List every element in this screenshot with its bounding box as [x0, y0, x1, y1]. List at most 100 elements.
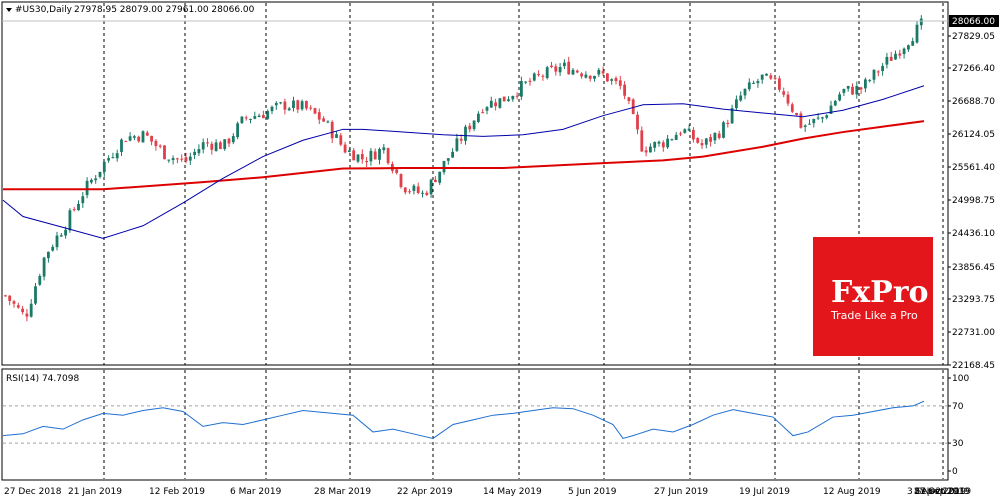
candle-body [722, 122, 725, 138]
price-tick-label: 25561.40 [952, 163, 995, 173]
candle-body [446, 158, 450, 161]
candle-body [231, 136, 235, 143]
candle-body [373, 151, 377, 160]
candle-body [356, 154, 360, 162]
time-tick-label: 17 Oct 2019 [914, 487, 970, 497]
candle-body [756, 81, 760, 84]
candle-body [743, 88, 747, 96]
candle-body [571, 69, 575, 75]
candle-body [305, 101, 308, 109]
candle-body [782, 91, 786, 95]
candle-body [348, 150, 351, 152]
candle-body [408, 191, 411, 193]
candle-body [369, 150, 373, 162]
candle-body [55, 235, 59, 248]
candle-body [421, 192, 424, 194]
candle-body [403, 187, 407, 193]
candle-body [210, 143, 214, 150]
candle-body [851, 86, 854, 95]
price-tick-label: 24998.75 [952, 196, 995, 206]
candle-body [244, 117, 248, 119]
candle-body [150, 135, 153, 142]
candle-body [864, 79, 867, 89]
candle-body [111, 157, 115, 159]
candle-body [894, 53, 897, 60]
candle-body [201, 142, 205, 150]
candle-body [489, 100, 493, 108]
rsi-levels [3, 405, 947, 444]
time-tick-label: 27 Jun 2019 [654, 487, 708, 497]
candle-body [567, 61, 571, 75]
candle-body [180, 158, 184, 160]
candle-body [778, 78, 781, 90]
candle-body [416, 186, 420, 193]
candle-body [846, 85, 850, 89]
candle-body [588, 75, 592, 79]
candle-body [735, 99, 738, 109]
time-tick-label: 3 Sep 2019 [907, 487, 959, 497]
candle-body [296, 100, 300, 110]
candle-body [623, 84, 626, 96]
candle-body [507, 99, 510, 102]
candle-body [593, 75, 596, 79]
candle-body [618, 80, 622, 86]
candle-body [309, 107, 313, 109]
candle-body [34, 286, 37, 304]
candle-body [128, 136, 132, 141]
candle-body [236, 123, 239, 138]
candle-body [640, 130, 644, 152]
candle-body [838, 94, 841, 101]
candle-body [494, 102, 497, 107]
time-tick-label: 12 Aug 2019 [823, 487, 881, 497]
candle-body [227, 138, 231, 144]
candle-body [855, 86, 859, 95]
candle-body [808, 123, 811, 125]
candle-body [326, 121, 330, 123]
candle-body [580, 73, 583, 77]
candle-body [429, 179, 433, 195]
candle-body [287, 108, 291, 111]
candle-body [90, 179, 93, 183]
header-dropdown-icon[interactable] [6, 8, 12, 12]
candle-body [451, 151, 454, 158]
candle-body [717, 133, 721, 138]
candle-body [124, 141, 128, 143]
rsi-tick-label: 100 [952, 374, 969, 384]
candle-body [171, 158, 175, 161]
candle-body [661, 142, 665, 148]
candle-body [425, 192, 429, 195]
candle-body [829, 105, 833, 114]
time-tick-label: 21 Jan 2019 [68, 487, 122, 497]
candle-body [442, 160, 446, 173]
candle-body [752, 82, 755, 84]
candle-body [214, 142, 218, 151]
candle-body [68, 210, 72, 231]
candle-body [644, 150, 648, 153]
candle-body [81, 196, 85, 204]
candle-body [919, 18, 923, 26]
candle-body [343, 144, 347, 153]
candle-body [816, 117, 820, 119]
candle-body [47, 251, 50, 259]
candle-body [322, 118, 325, 122]
candle-body [107, 158, 110, 161]
candle-body [477, 113, 480, 122]
last-price-badge [949, 15, 999, 27]
candle-body [25, 313, 29, 317]
time-tick-label: 22 Apr 2019 [397, 487, 453, 497]
candle-body [223, 139, 227, 149]
candle-body [683, 129, 687, 133]
candle-body [528, 80, 532, 82]
candle-body [739, 95, 743, 101]
candle-body [434, 179, 437, 183]
rsi-header: RSI(14) 74.7098 [6, 374, 79, 384]
candle-body [4, 295, 7, 297]
candle-body [524, 81, 528, 83]
candle-body [610, 79, 614, 81]
candle-body [842, 89, 846, 93]
candle-body [692, 129, 695, 140]
fxpro-logo-box[interactable] [813, 237, 933, 356]
candle-body [679, 133, 682, 135]
candle-body [279, 102, 282, 104]
